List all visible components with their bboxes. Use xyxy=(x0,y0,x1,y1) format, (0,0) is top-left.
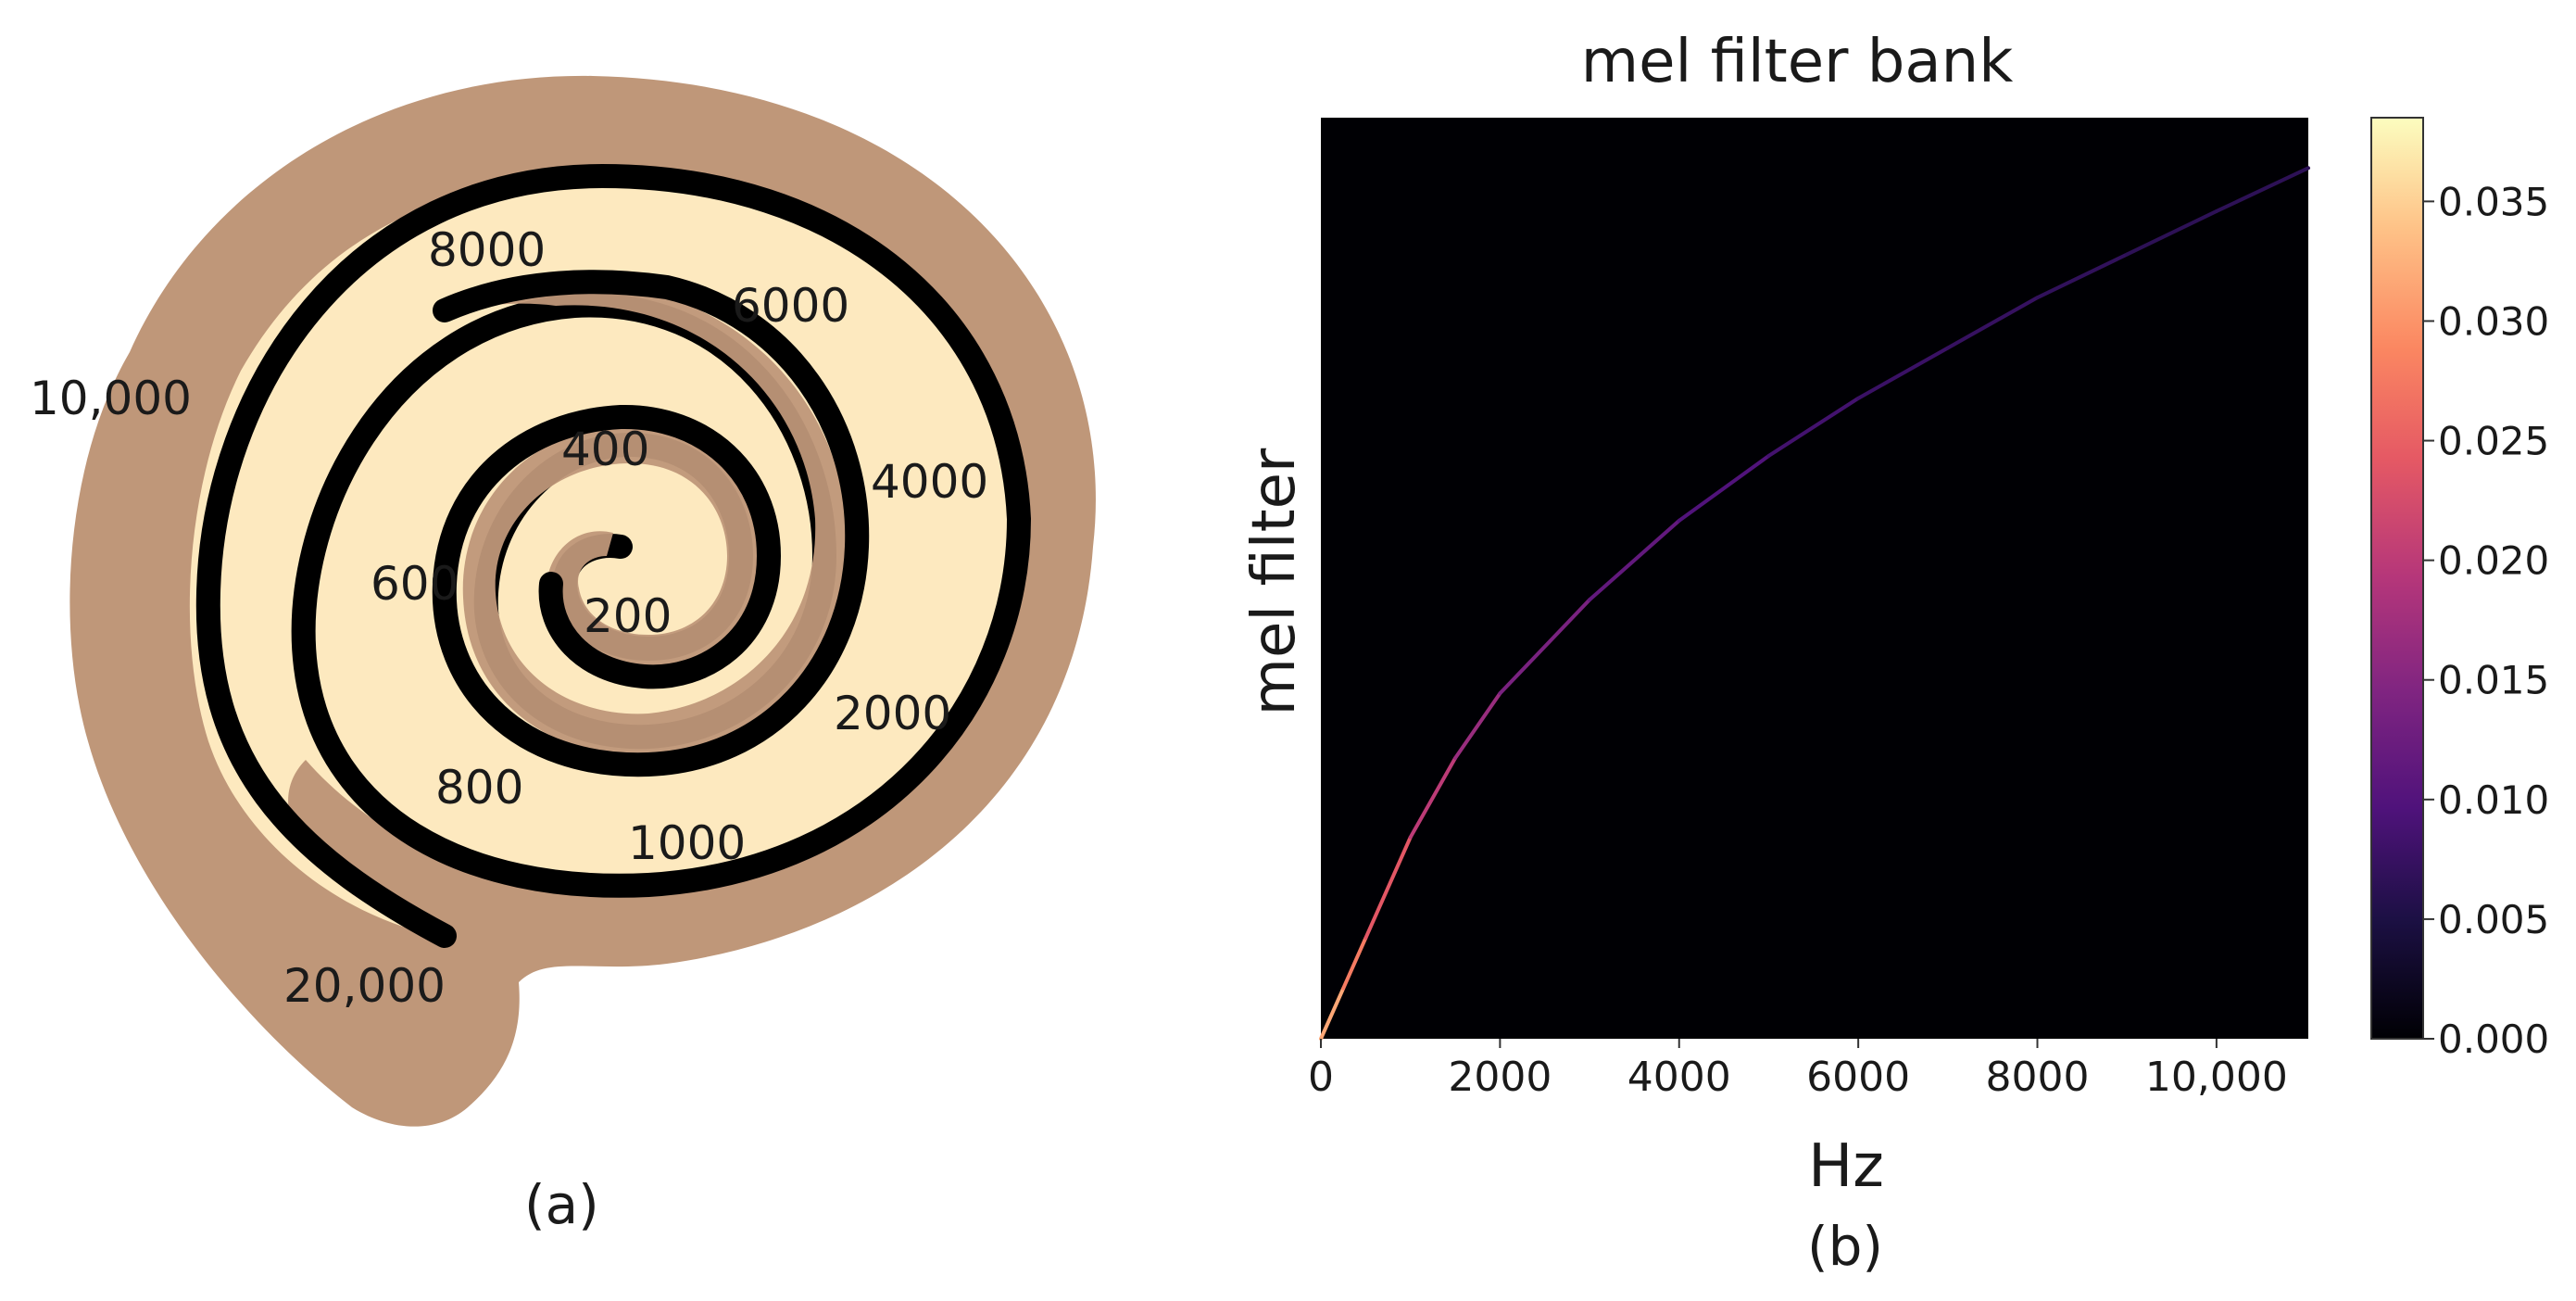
freq-label-200: 200 xyxy=(584,589,672,643)
filter-curve-segment xyxy=(1766,396,1861,458)
freq-label-8000: 8000 xyxy=(428,223,546,277)
freq-label-600: 600 xyxy=(371,557,459,611)
x-axis-label: Hz xyxy=(1808,1132,1884,1201)
x-axis: 0 2000 4000 6000 8000 10,000 xyxy=(1308,1039,2288,1101)
panel-b-caption: (b) xyxy=(1807,1215,1883,1278)
filter-curve-segment xyxy=(1341,936,1368,991)
mel-filter-bank-chart: mel filter bank 0 2000 4000 6000 8000 10,000 … xyxy=(1240,28,2549,1278)
freq-label-400: 400 xyxy=(561,423,649,476)
cochlea-inner-fluid xyxy=(189,180,1028,937)
x-tick-label: 10,000 xyxy=(2145,1054,2288,1101)
filter-curve-segment xyxy=(1408,756,1458,840)
x-tick-label: 2000 xyxy=(1448,1054,1552,1101)
filter-curve-segment xyxy=(2214,166,2310,213)
freq-label-10000: 10,000 xyxy=(30,372,192,425)
colorbar xyxy=(2370,117,2424,1040)
cochlea-inner-tissue xyxy=(445,282,848,756)
freq-label-6000: 6000 xyxy=(732,279,849,333)
filter-curve-segment xyxy=(1677,453,1771,523)
chart-title: mel filter bank xyxy=(1581,28,2014,96)
freq-label-20000: 20,000 xyxy=(283,959,446,1013)
freq-label-1000: 1000 xyxy=(628,816,746,870)
panel-a-caption: (a) xyxy=(524,1173,599,1236)
x-tick-label: 0 xyxy=(1308,1054,1334,1101)
freq-label-800: 800 xyxy=(435,761,523,815)
filter-curve-segment xyxy=(2035,252,2130,300)
heatmap-background xyxy=(1321,118,2308,1039)
filter-curve-segment xyxy=(1588,518,1681,602)
colorbar-tick-label: 0.005 xyxy=(2438,897,2549,942)
colorbar-tick-label: 0.030 xyxy=(2438,298,2549,344)
colorbar-tick-label: 0.010 xyxy=(2438,777,2549,823)
cochlea-spiral-line-inner xyxy=(432,270,870,777)
colorbar-tick-label: 0.035 xyxy=(2438,179,2549,224)
filter-curve-segment xyxy=(2125,208,2218,257)
colorbar-tick-label: 0.025 xyxy=(2438,419,2549,464)
filter-curve-segment xyxy=(1453,691,1502,761)
freq-label-4000: 4000 xyxy=(871,455,988,509)
filter-curve-segment xyxy=(1856,346,1950,400)
filter-curve-segment xyxy=(1498,598,1592,696)
y-axis-label: mel filter xyxy=(1240,448,1309,715)
x-tick-label: 8000 xyxy=(1986,1054,2090,1101)
filter-curve xyxy=(1319,166,2310,1041)
filter-curve-segment xyxy=(1945,296,2040,350)
colorbar-tick-label: 0.000 xyxy=(2438,1017,2549,1062)
x-tick-label: 4000 xyxy=(1627,1054,1731,1101)
cochlea-diagram: 20,000 10,000 8000 6000 4000 2000 1000 8… xyxy=(30,75,1096,1236)
freq-label-2000: 2000 xyxy=(834,687,951,740)
cochlea-frequency-labels: 20,000 10,000 8000 6000 4000 2000 1000 8… xyxy=(30,223,988,1013)
filter-curve-segment xyxy=(1363,835,1413,941)
colorbar-tick-label: 0.020 xyxy=(2438,538,2549,584)
colorbar-axis: 0.000 0.005 0.010 0.015 0.020 0.025 0.030 0.035 xyxy=(2423,179,2549,1062)
filter-curve-segment xyxy=(1319,986,1346,1041)
x-tick-label: 6000 xyxy=(1806,1054,1910,1101)
colorbar-tick-label: 0.015 xyxy=(2438,658,2549,703)
